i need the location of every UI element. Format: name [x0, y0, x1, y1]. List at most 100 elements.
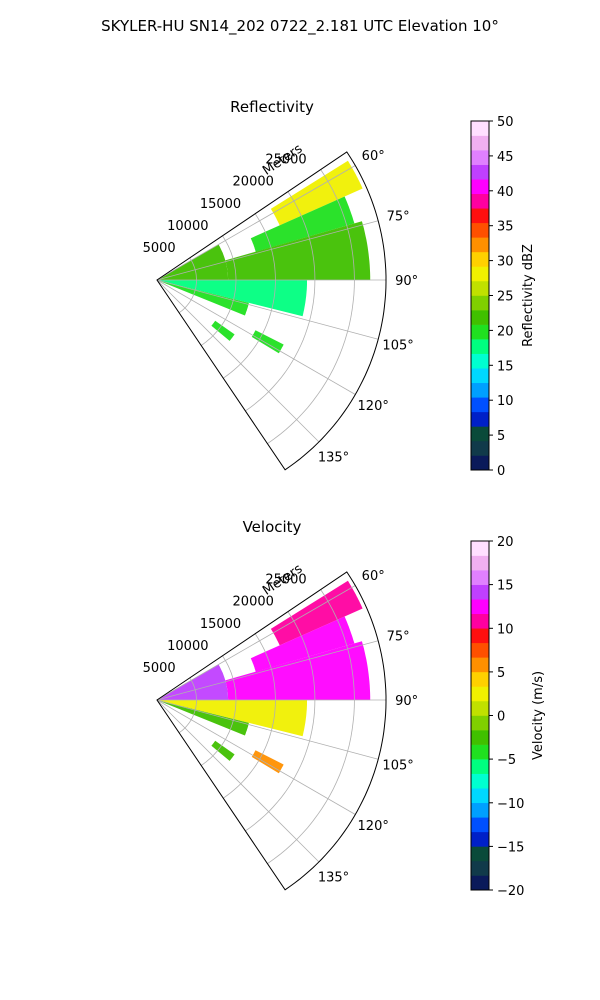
colorbar-tick-label: 10 — [497, 394, 514, 409]
panel-title: Velocity — [243, 518, 302, 536]
colorbar-segment — [471, 397, 489, 413]
colorbar-tick-label: −5 — [497, 753, 516, 768]
echo-region — [250, 616, 355, 672]
echo-region — [157, 700, 307, 737]
colorbar-segment — [471, 310, 489, 325]
colorbar-tick-label: 5 — [497, 429, 505, 444]
range-tick-label: 20000 — [233, 175, 274, 190]
range-tick-label: 10000 — [167, 639, 208, 654]
colorbar-segment — [471, 831, 489, 847]
azimuth-spoke-75 — [156, 640, 379, 701]
colorbar-segment — [471, 222, 489, 238]
colorbar-segment — [471, 150, 489, 165]
azimuth-spoke-120 — [156, 699, 356, 815]
colorbar-segment — [471, 208, 489, 224]
colorbar-segment — [471, 846, 489, 862]
azimuth-spoke-120 — [156, 279, 356, 395]
colorbar-segment — [471, 875, 489, 891]
colorbar-segment — [471, 251, 489, 267]
colorbar-tick-label: 35 — [497, 220, 514, 235]
range-ring-25000 — [267, 169, 355, 445]
colorbar-tick-label: 15 — [497, 359, 514, 374]
range-ring-15000 — [222, 633, 276, 799]
range-ring-25000 — [267, 589, 355, 865]
colorbar-segment — [471, 164, 489, 180]
colorbar-segment — [471, 179, 489, 195]
range-tick-label: 15000 — [200, 617, 241, 632]
azimuth-tick-label: 75° — [387, 209, 410, 224]
azimuth-tick-label: 135° — [318, 871, 349, 886]
range-ring-10000 — [200, 235, 237, 346]
colorbar-tick-label: 20 — [497, 535, 514, 550]
colorbar-segment — [471, 295, 489, 311]
range-ring-15000 — [222, 213, 276, 379]
colorbar-segment — [471, 744, 489, 760]
colorbar-label: Reflectivity dBZ — [521, 244, 536, 347]
range-tick-label: 15000 — [200, 197, 241, 212]
echo-region — [250, 196, 355, 252]
colorbar-segment — [471, 671, 489, 687]
colorbar-tick-label: −20 — [497, 884, 524, 899]
echo-region — [211, 320, 235, 341]
colorbar-tick-label: 30 — [497, 255, 514, 270]
colorbar-tick-label: −15 — [497, 840, 524, 855]
colorbar-segment — [471, 788, 489, 804]
reflectivity-panel: Reflectivity500010000150002000025000Mete… — [143, 98, 536, 479]
azimuth-tick-label: 75° — [387, 629, 410, 644]
azimuth-tick-label: 135° — [318, 451, 349, 466]
colorbar-tick-label: −10 — [497, 797, 524, 812]
colorbar-segment — [471, 135, 489, 151]
colorbar-segment — [471, 860, 489, 876]
colorbar-segment — [471, 541, 489, 556]
colorbar-tick-label: 45 — [497, 150, 514, 165]
colorbar-tick-label: 40 — [497, 185, 514, 200]
colorbar-segment — [471, 382, 489, 398]
colorbar-tick-label: 20 — [497, 324, 514, 339]
echo-region — [251, 330, 284, 354]
colorbar-segment — [471, 280, 489, 296]
echo-region — [211, 740, 235, 761]
colorbar-segment — [471, 455, 489, 471]
azimuth-tick-label: 120° — [358, 399, 389, 414]
colorbar-segment — [471, 193, 489, 209]
colorbar-segment — [471, 324, 489, 340]
range-tick-label: 5000 — [143, 241, 176, 256]
colorbar-segment — [471, 730, 489, 745]
range-ring-20000 — [245, 191, 316, 412]
azimuth-spoke-135 — [156, 699, 320, 863]
colorbar-tick-label: 0 — [497, 464, 505, 479]
colorbar-segment — [471, 353, 489, 369]
echo-region — [157, 700, 249, 736]
range-ring-10000 — [200, 655, 237, 766]
range-tick-label: 25000 — [265, 573, 306, 588]
range-ring-5000 — [178, 257, 197, 314]
colorbar-segment — [471, 121, 489, 136]
colorbar-tick-label: 0 — [497, 710, 505, 725]
figure-title: SKYLER-HU SN14_202 0722_2.181 UTC Elevat… — [101, 17, 499, 36]
azimuth-spoke-75 — [156, 220, 379, 281]
echo-region — [225, 221, 371, 280]
colorbar-segment — [471, 599, 489, 615]
sector-outline — [156, 151, 387, 471]
colorbar-segment — [471, 426, 489, 442]
azimuth-spoke-60 — [156, 165, 356, 281]
echo-region — [270, 580, 363, 646]
colorbar-segment — [471, 700, 489, 716]
range-tick-label: 10000 — [167, 219, 208, 234]
azimuth-tick-label: 90° — [395, 274, 418, 289]
colorbar-label: Velocity (m/s) — [531, 671, 546, 760]
echo-region — [251, 750, 284, 774]
panel-title: Reflectivity — [230, 98, 314, 116]
azimuth-spoke-105 — [156, 279, 379, 340]
azimuth-tick-label: 60° — [362, 569, 385, 584]
colorbar-segment — [471, 642, 489, 658]
colorbar-segment — [471, 802, 489, 818]
range-tick-label: 20000 — [233, 595, 274, 610]
echo-region — [157, 280, 307, 317]
range-ring-5000 — [178, 677, 197, 734]
azimuth-tick-label: 105° — [382, 759, 413, 774]
colorbar-segment — [471, 584, 489, 600]
echo-region — [225, 641, 371, 700]
